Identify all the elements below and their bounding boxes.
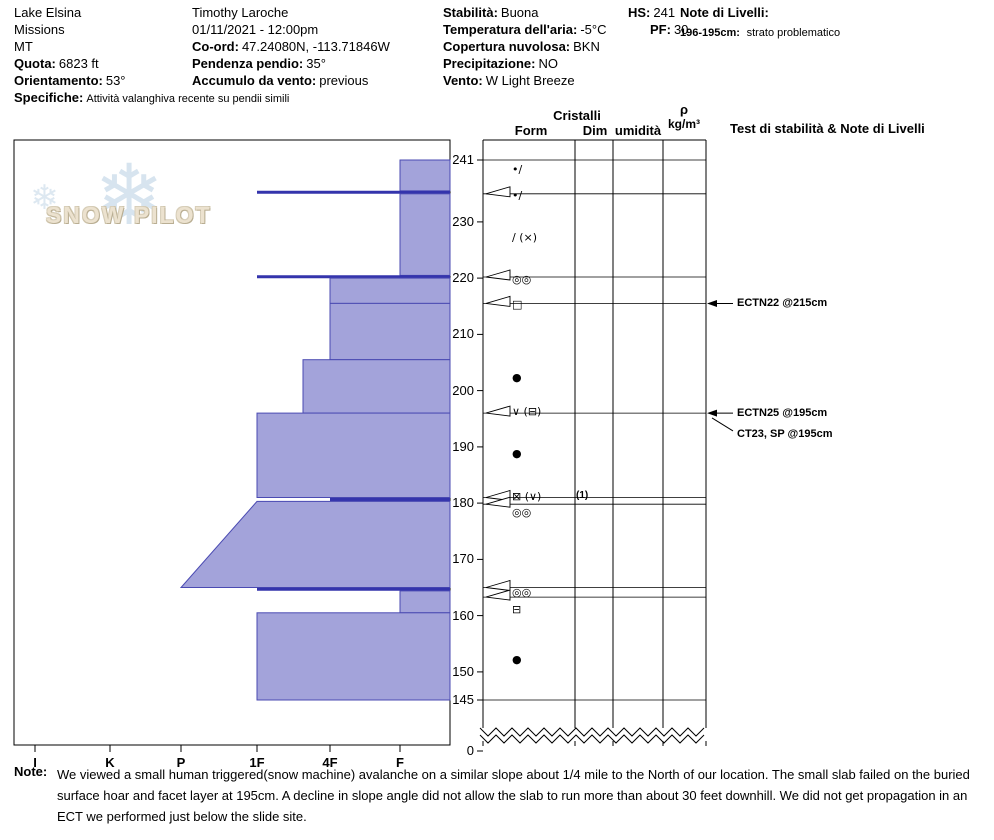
coord-value: 47.24080N, -113.71846W (241, 39, 390, 54)
stability-label: Stabilità: (443, 5, 498, 20)
hardness-tick-label: 4F (322, 755, 338, 770)
wind-value: W Light Breeze (485, 73, 575, 88)
wind-row: Vento: W Light Breeze (443, 73, 575, 89)
grain-form-symbol: ∕ (×) (512, 230, 538, 244)
depth-tick-label: 241 (452, 152, 474, 167)
spec-value: Attività valanghiva recente su pendii si… (86, 93, 290, 105)
depth-tick-label: 170 (452, 551, 474, 567)
airtemp-value: -5°C (580, 22, 607, 37)
hs-label: HS: (628, 5, 651, 20)
hs-row: HS: 241 (628, 5, 675, 21)
column-header-rho: ρ (679, 102, 689, 117)
grain-form-symbol: ● (512, 652, 522, 666)
column-header-cristalli: Cristalli (553, 108, 601, 123)
pf-row: PF: 30 (650, 22, 688, 38)
site-state: MT (14, 39, 33, 54)
site-range: Missions (14, 22, 65, 37)
hardness-tick-label: I (33, 755, 37, 770)
coord-label: Co-ord: (192, 39, 239, 54)
layer-notes-title: Note di Livelli: (680, 5, 769, 20)
slope-row: Pendenza pendio: 35° (192, 56, 326, 72)
precip-value: NO (538, 56, 558, 71)
elevation-row: Quota: 6823 ft (14, 56, 99, 72)
snowflake-icon: ❄ (94, 146, 165, 244)
hardness-tick-label: F (396, 755, 404, 770)
grain-dim-value: (1) (576, 489, 589, 501)
footer-note-text: We viewed a small human triggered(snow m… (57, 767, 970, 824)
slope-value: 35° (306, 56, 326, 71)
windload-value: previous (319, 73, 369, 88)
windload-label: Accumulo da vento: (192, 73, 317, 88)
depth-tick-label: 220 (452, 270, 474, 286)
spec-row: Specifiche: Attività valanghiva recente s… (14, 90, 289, 107)
hs-value: 241 (653, 5, 676, 20)
observer-name: Timothy Laroche (192, 5, 289, 20)
hardness-tick-label: 1F (249, 755, 265, 770)
stability-value: Buona (500, 5, 539, 20)
depth-tick-label: 180 (452, 495, 474, 511)
stability-test-label: ECTN25 @195cm (737, 407, 828, 420)
depth-tick-label: 200 (452, 382, 474, 398)
coord-row: Co-ord: 47.24080N, -113.71846W (192, 39, 390, 55)
depth-tick-label: 145 (452, 692, 474, 707)
grain-form-symbol: ⊟ (512, 603, 522, 617)
grain-form-symbol: ◎◎ (512, 506, 532, 520)
grain-form-symbol: ◎◎ (512, 272, 532, 286)
airtemp-label: Temperatura dell'aria: (443, 22, 578, 37)
grain-form-symbol: ∨ (⊟) (512, 405, 542, 419)
slope-label: Pendenza pendio: (192, 56, 304, 71)
grain-form-symbol: ◎◎ (512, 586, 532, 600)
depth-tick-label: 210 (452, 326, 474, 342)
depth-tick-label: 160 (452, 607, 474, 623)
aspect-label: Orientamento: (14, 73, 103, 88)
grain-form-symbol: •∕ (512, 163, 523, 177)
column-header-humidity: umidità (614, 123, 662, 138)
airtemp-row: Temperatura dell'aria: -5°C (443, 22, 607, 38)
wind-label: Vento: (443, 73, 483, 88)
layer-note-entry: 196-195cm: strato problematico (680, 24, 840, 41)
precip-row: Precipitazione: NO (443, 56, 558, 72)
depth-tick-label: 190 (452, 438, 474, 454)
column-header-rho-units: kg/m³ (667, 117, 701, 131)
elevation-label: Quota: (14, 56, 56, 71)
column-header-form: Form (514, 123, 548, 138)
watermark-text: SNOW PILOT (46, 202, 212, 228)
column-header-tests: Test di stabilità & Note di Livelli (730, 121, 925, 136)
pf-value: 30 (673, 22, 689, 37)
footer-note-label: Note: (14, 764, 48, 779)
sky-label: Copertura nuvolosa: (443, 39, 571, 54)
depth-tick-label: 230 (452, 213, 474, 229)
aspect-row: Orientamento: 53° (14, 73, 126, 89)
depth-tick-label: 0 (466, 743, 474, 758)
grain-form-symbol: •∕ (512, 188, 523, 202)
sky-value: BKN (573, 39, 600, 54)
depth-tick-label: 150 (452, 663, 474, 679)
stability-test-label: CT23, SP @195cm (737, 427, 833, 440)
hardness-tick-label: P (176, 755, 186, 770)
grain-form-symbol: ⊠ (∨) (512, 489, 542, 503)
elevation-value: 6823 ft (58, 56, 99, 71)
stability-test-label: ECTN22 @215cm (737, 297, 828, 310)
aspect-value: 53° (105, 73, 126, 88)
grain-form-symbol: □ (512, 298, 523, 312)
precip-label: Precipitazione: (443, 56, 536, 71)
sky-row: Copertura nuvolosa: BKN (443, 39, 600, 55)
windload-row: Accumulo da vento: previous (192, 73, 368, 89)
layer-note-text: strato problematico (746, 27, 841, 39)
snowpilot-watermark: ❄ ❄ SNOW PILOT (30, 146, 262, 250)
layer-note-depth: 196-195cm: (680, 27, 740, 39)
observation-datetime: 01/11/2021 - 12:00pm (192, 22, 319, 37)
grain-form-symbol: ● (512, 371, 522, 385)
stability-row: Stabilità: Buona (443, 5, 539, 21)
hardness-tick-label: K (105, 755, 115, 770)
spec-label: Specifiche: (14, 90, 84, 105)
grain-form-symbol: ● (512, 447, 522, 461)
column-header-dim: Dim (582, 123, 608, 138)
site-name: Lake Elsina (14, 5, 82, 20)
pf-label: PF: (650, 22, 671, 37)
